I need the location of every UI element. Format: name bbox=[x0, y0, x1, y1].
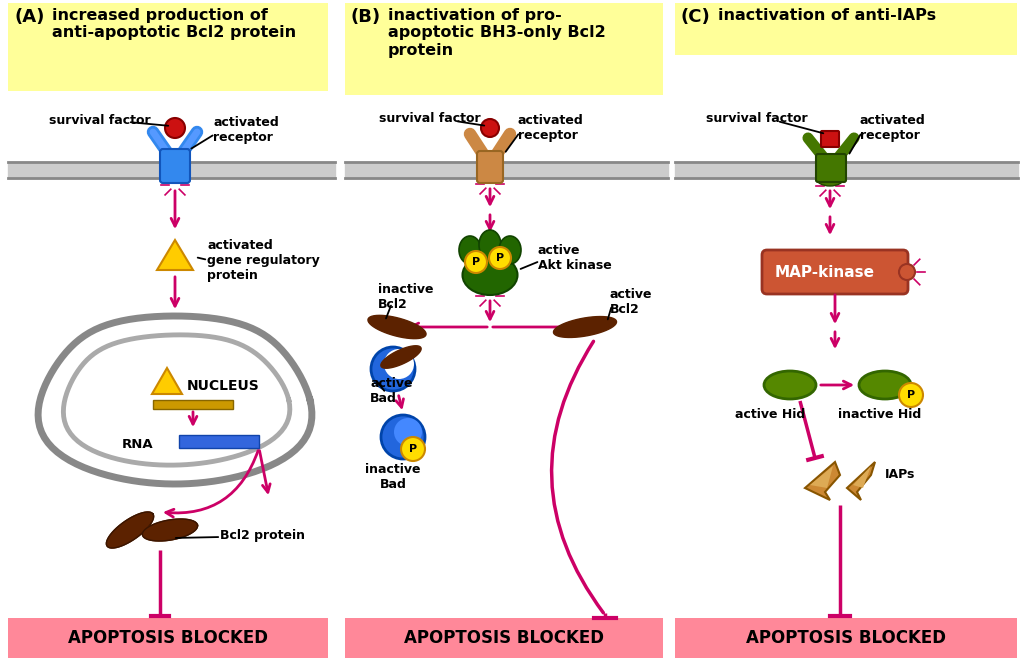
Text: Bcl2 protein: Bcl2 protein bbox=[220, 528, 305, 542]
Text: P: P bbox=[472, 257, 480, 267]
Text: activated
gene regulatory
protein: activated gene regulatory protein bbox=[207, 238, 319, 281]
FancyBboxPatch shape bbox=[821, 131, 839, 147]
Ellipse shape bbox=[479, 230, 501, 260]
Polygon shape bbox=[847, 462, 874, 500]
Text: APOPTOSIS BLOCKED: APOPTOSIS BLOCKED bbox=[746, 629, 946, 647]
Text: P: P bbox=[496, 253, 504, 263]
Text: inactivation of pro-
apoptotic BH3-only Bcl2
protein: inactivation of pro- apoptotic BH3-only … bbox=[388, 8, 606, 58]
Text: inactive
Bad: inactive Bad bbox=[366, 463, 421, 491]
Polygon shape bbox=[106, 512, 154, 548]
Text: active
Bcl2: active Bcl2 bbox=[610, 288, 652, 316]
FancyBboxPatch shape bbox=[160, 149, 190, 183]
Ellipse shape bbox=[463, 255, 517, 295]
Text: survival factor: survival factor bbox=[707, 111, 808, 124]
Circle shape bbox=[394, 418, 422, 446]
Text: inactivation of anti-IAPs: inactivation of anti-IAPs bbox=[718, 8, 936, 23]
Text: survival factor: survival factor bbox=[49, 113, 151, 126]
Text: inactive
Bcl2: inactive Bcl2 bbox=[378, 283, 433, 311]
Text: (C): (C) bbox=[680, 8, 710, 26]
Text: MAP-kinase: MAP-kinase bbox=[775, 265, 874, 279]
FancyBboxPatch shape bbox=[179, 435, 259, 448]
Circle shape bbox=[465, 251, 487, 273]
Text: active
Bad: active Bad bbox=[370, 377, 413, 405]
Bar bbox=[345, 618, 663, 658]
Circle shape bbox=[384, 349, 414, 379]
Ellipse shape bbox=[859, 371, 911, 399]
Text: RNA: RNA bbox=[122, 438, 153, 451]
Circle shape bbox=[899, 383, 923, 407]
Text: active Hid: active Hid bbox=[735, 408, 805, 420]
Ellipse shape bbox=[764, 371, 816, 399]
Polygon shape bbox=[142, 519, 198, 541]
Circle shape bbox=[371, 347, 415, 391]
Text: (A): (A) bbox=[14, 8, 44, 26]
FancyBboxPatch shape bbox=[153, 400, 233, 409]
Polygon shape bbox=[157, 240, 193, 270]
Polygon shape bbox=[805, 462, 840, 500]
Circle shape bbox=[899, 264, 915, 280]
Bar bbox=[675, 3, 1017, 55]
Circle shape bbox=[401, 437, 425, 461]
FancyArrowPatch shape bbox=[166, 451, 258, 517]
Bar bbox=[675, 618, 1017, 658]
Bar bbox=[345, 3, 663, 95]
Text: APOPTOSIS BLOCKED: APOPTOSIS BLOCKED bbox=[68, 629, 268, 647]
Text: IAPs: IAPs bbox=[885, 469, 915, 481]
FancyArrowPatch shape bbox=[552, 342, 603, 613]
Text: activated
receptor: activated receptor bbox=[213, 116, 279, 144]
Circle shape bbox=[381, 415, 425, 459]
Circle shape bbox=[481, 119, 499, 137]
Polygon shape bbox=[368, 315, 426, 339]
Text: inactive Hid: inactive Hid bbox=[839, 408, 922, 420]
Circle shape bbox=[165, 118, 185, 138]
Polygon shape bbox=[853, 466, 871, 488]
Text: NUCLEUS: NUCLEUS bbox=[187, 379, 260, 393]
Polygon shape bbox=[381, 346, 421, 368]
Bar bbox=[8, 618, 328, 658]
Circle shape bbox=[489, 247, 511, 269]
Ellipse shape bbox=[816, 170, 844, 186]
Text: survival factor: survival factor bbox=[379, 111, 481, 124]
Text: APOPTOSIS BLOCKED: APOPTOSIS BLOCKED bbox=[404, 629, 604, 647]
Bar bbox=[8, 3, 328, 91]
Text: (B): (B) bbox=[350, 8, 380, 26]
FancyBboxPatch shape bbox=[477, 151, 503, 183]
Text: P: P bbox=[409, 444, 417, 454]
Ellipse shape bbox=[499, 236, 521, 264]
Text: activated
receptor: activated receptor bbox=[518, 114, 584, 142]
Polygon shape bbox=[152, 368, 182, 394]
Text: activated
receptor: activated receptor bbox=[860, 114, 926, 142]
Ellipse shape bbox=[459, 236, 481, 264]
FancyBboxPatch shape bbox=[762, 250, 908, 294]
Text: active
Akt kinase: active Akt kinase bbox=[538, 244, 611, 272]
Polygon shape bbox=[810, 466, 833, 488]
Polygon shape bbox=[553, 316, 616, 338]
FancyBboxPatch shape bbox=[816, 154, 846, 182]
Text: increased production of
anti-apoptotic Bcl2 protein: increased production of anti-apoptotic B… bbox=[52, 8, 296, 40]
Text: P: P bbox=[907, 390, 915, 400]
